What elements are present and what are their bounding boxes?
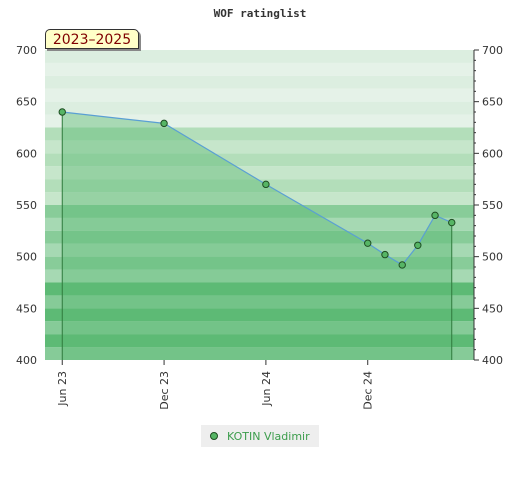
- background-band: [45, 62, 474, 76]
- background-band: [45, 153, 474, 167]
- data-point: [160, 119, 168, 128]
- data-point: [381, 250, 389, 259]
- background-band: [45, 217, 474, 231]
- background-band: [45, 295, 474, 309]
- background-band: [45, 321, 474, 335]
- y-tick-label-right: 550: [482, 199, 503, 212]
- background-band: [45, 179, 474, 193]
- data-point: [431, 211, 439, 220]
- y-tick-label-right: 600: [482, 147, 503, 160]
- y-tick-label-right: 500: [482, 251, 503, 264]
- background-band: [45, 334, 474, 348]
- y-axis-left: 400 450 500 550 600 650 700: [16, 44, 37, 367]
- background-band: [45, 140, 474, 154]
- series-area: [62, 112, 452, 360]
- y-tick-label-left: 600: [16, 147, 37, 160]
- legend-marker-icon: [210, 432, 218, 440]
- x-tick-label: Jun 23: [56, 371, 69, 407]
- data-point: [262, 180, 270, 189]
- y-tick-label-right: 650: [482, 96, 503, 109]
- y-tick-label-right: 450: [482, 302, 503, 315]
- data-point: [398, 261, 406, 269]
- y-tick-label-left: 400: [16, 354, 37, 367]
- background-band: [45, 192, 474, 205]
- background-band: [45, 282, 474, 296]
- y-tick-label-left: 700: [16, 44, 37, 57]
- background-band: [45, 256, 474, 270]
- background-band: [45, 114, 474, 128]
- y-tick-label-right: 400: [482, 354, 503, 367]
- background-band: [45, 243, 474, 257]
- background-band: [45, 269, 474, 283]
- data-point: [448, 218, 456, 227]
- y-tick-label-left: 500: [16, 251, 37, 264]
- background-band: [45, 101, 474, 115]
- background-band: [45, 75, 474, 89]
- data-point: [364, 239, 372, 247]
- x-tick-label: Dec 24: [362, 371, 375, 410]
- y-tick-label-left: 450: [16, 302, 37, 315]
- period-badge: 2023–2025: [45, 29, 139, 49]
- background-band: [45, 127, 474, 141]
- background-band: [45, 166, 474, 180]
- background-band: [45, 308, 474, 322]
- background-band: [45, 88, 474, 102]
- chart-title: WOF ratinglist: [214, 7, 307, 20]
- y-tick-label-left: 650: [16, 96, 37, 109]
- background-bands: [45, 50, 474, 360]
- data-markers: [58, 108, 456, 269]
- legend-label: KOTIN Vladimir: [227, 429, 310, 443]
- legend[interactable]: KOTIN Vladimir: [201, 425, 319, 447]
- x-tick-label: Dec 23: [158, 371, 171, 410]
- y-tick-label-right: 700: [482, 44, 503, 57]
- background-band: [45, 205, 474, 218]
- background-band: [45, 50, 474, 63]
- data-point: [414, 241, 422, 250]
- x-axis: Jun 23 Dec 23 Jun 24 Dec 24: [56, 112, 453, 410]
- y-axis-right: 400 450 500 550 600 650 700: [473, 44, 503, 367]
- y-tick-label-left: 550: [16, 199, 37, 212]
- data-point: [58, 108, 66, 116]
- background-band: [45, 347, 474, 360]
- x-tick-label: Jun 24: [260, 371, 273, 407]
